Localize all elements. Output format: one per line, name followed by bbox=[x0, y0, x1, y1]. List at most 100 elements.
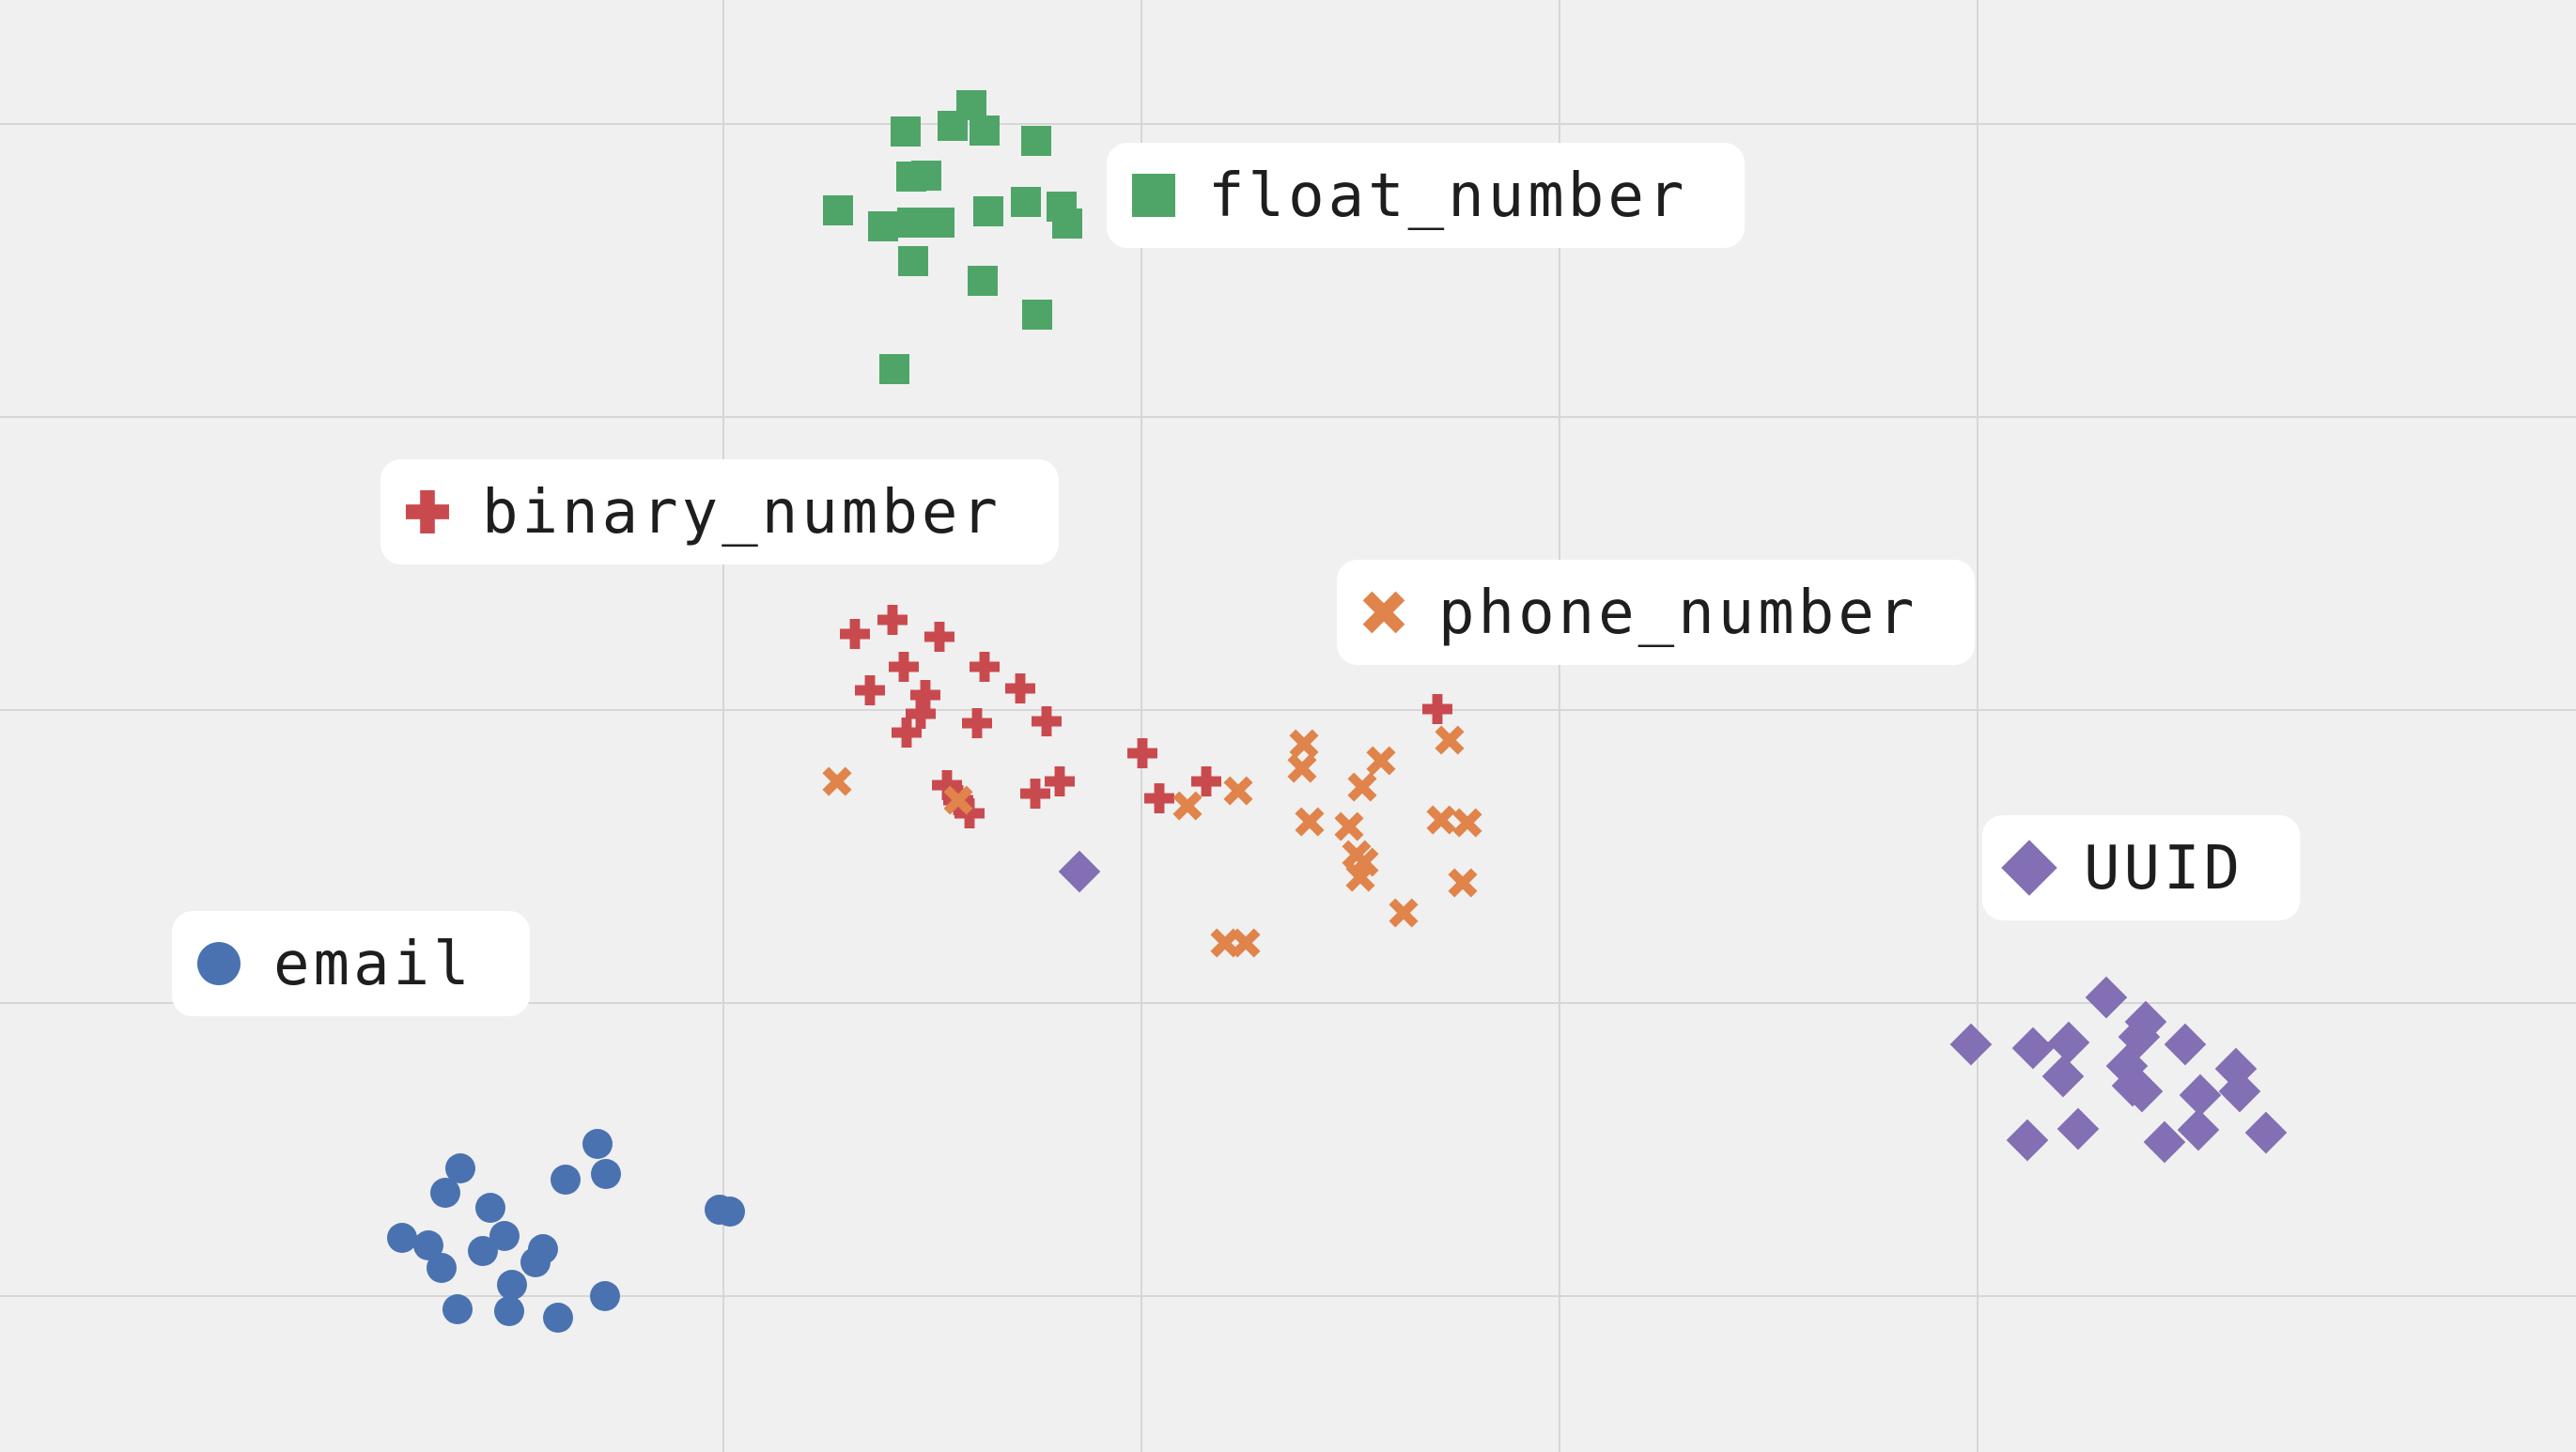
data-point bbox=[494, 1296, 524, 1326]
data-point bbox=[2177, 1108, 2220, 1151]
data-point bbox=[889, 652, 919, 682]
data-point bbox=[868, 211, 898, 241]
series-binary-number bbox=[840, 605, 1452, 828]
data-point bbox=[591, 1159, 621, 1189]
data-point bbox=[582, 1129, 613, 1159]
data-point bbox=[1366, 746, 1396, 776]
data-point bbox=[879, 354, 909, 384]
data-point bbox=[924, 622, 954, 652]
data-point bbox=[1144, 783, 1174, 813]
label-marker bbox=[2001, 840, 2057, 896]
data-point bbox=[489, 1221, 520, 1251]
data-point bbox=[445, 1153, 475, 1183]
label-box bbox=[172, 911, 530, 1016]
data-point bbox=[968, 266, 998, 296]
data-point bbox=[2085, 976, 2128, 1019]
data-point bbox=[973, 196, 1003, 226]
data-point bbox=[1345, 862, 1375, 892]
data-point bbox=[855, 675, 885, 705]
series-labels: float_number binary_number phone_number UUI… bbox=[172, 143, 2301, 1016]
data-point bbox=[1231, 928, 1261, 958]
data-point bbox=[2244, 1111, 2288, 1154]
series-label: UUID bbox=[1982, 815, 2301, 920]
data-point bbox=[1022, 300, 1052, 330]
data-point bbox=[2056, 1107, 2100, 1151]
data-point bbox=[497, 1270, 527, 1300]
data-point bbox=[2214, 1047, 2258, 1090]
data-point bbox=[1422, 694, 1452, 724]
data-point bbox=[1020, 779, 1050, 809]
series-email bbox=[387, 1129, 745, 1333]
data-point bbox=[892, 718, 922, 748]
label-box bbox=[1107, 143, 1746, 248]
label-marker bbox=[197, 942, 241, 985]
data-point bbox=[2120, 1070, 2164, 1113]
data-point bbox=[387, 1223, 417, 1253]
data-point bbox=[956, 90, 986, 120]
data-point bbox=[427, 1253, 457, 1283]
data-point bbox=[2218, 1070, 2261, 1113]
data-point bbox=[2006, 1119, 2049, 1162]
data-point bbox=[2047, 1021, 2090, 1064]
data-point bbox=[970, 652, 1000, 682]
data-point bbox=[2041, 1055, 2085, 1098]
data-point bbox=[962, 708, 992, 738]
series-label: phone_number bbox=[1337, 560, 1976, 665]
data-point bbox=[2011, 1027, 2055, 1070]
data-point bbox=[1191, 766, 1221, 796]
data-point bbox=[1334, 811, 1364, 842]
data-point bbox=[590, 1281, 620, 1311]
data-point bbox=[1223, 776, 1253, 806]
data-point bbox=[1289, 729, 1319, 759]
label-box bbox=[380, 459, 1059, 564]
series-label: email bbox=[172, 911, 530, 1016]
data-point bbox=[1005, 673, 1035, 703]
data-point bbox=[1172, 791, 1203, 821]
data-point bbox=[924, 208, 954, 238]
series-float-number bbox=[823, 90, 1082, 384]
data-point bbox=[475, 1193, 505, 1223]
data-point bbox=[2105, 1044, 2149, 1088]
data-point bbox=[906, 699, 936, 729]
data-point bbox=[2124, 1000, 2167, 1043]
label-marker bbox=[406, 490, 449, 533]
data-point bbox=[551, 1165, 581, 1195]
label-box bbox=[1982, 815, 2301, 920]
data-point bbox=[823, 195, 853, 225]
data-point bbox=[413, 1230, 443, 1260]
data-point bbox=[1295, 807, 1325, 837]
data-point bbox=[1021, 126, 1051, 156]
data-point bbox=[1452, 808, 1482, 838]
data-point bbox=[954, 798, 985, 828]
label-text: UUID bbox=[2084, 834, 2243, 904]
data-point bbox=[2164, 1023, 2207, 1066]
data-point bbox=[1435, 725, 1465, 755]
data-point bbox=[822, 766, 852, 796]
data-point bbox=[943, 785, 973, 815]
data-point bbox=[543, 1303, 573, 1333]
series-label: float_number bbox=[1107, 143, 1746, 248]
data-point bbox=[932, 770, 962, 800]
data-points bbox=[387, 90, 2288, 1333]
data-point bbox=[1052, 209, 1082, 239]
data-point bbox=[1032, 706, 1062, 736]
label-text: float_number bbox=[1208, 162, 1687, 231]
series-label: binary_number bbox=[380, 459, 1059, 564]
data-point bbox=[468, 1236, 498, 1266]
label-text: phone_number bbox=[1438, 579, 1917, 648]
data-point bbox=[1058, 850, 1101, 893]
data-point bbox=[2179, 1074, 2222, 1117]
data-point bbox=[891, 116, 921, 147]
data-point bbox=[715, 1197, 745, 1227]
data-point bbox=[970, 116, 1000, 146]
data-point bbox=[2118, 1015, 2161, 1058]
data-point bbox=[520, 1247, 551, 1277]
label-marker bbox=[1362, 591, 1405, 634]
label-text: email bbox=[273, 930, 473, 999]
data-point bbox=[910, 680, 940, 710]
data-point bbox=[442, 1294, 473, 1324]
data-point bbox=[1011, 187, 1041, 217]
data-point bbox=[1287, 753, 1317, 783]
label-box bbox=[1337, 560, 1976, 665]
